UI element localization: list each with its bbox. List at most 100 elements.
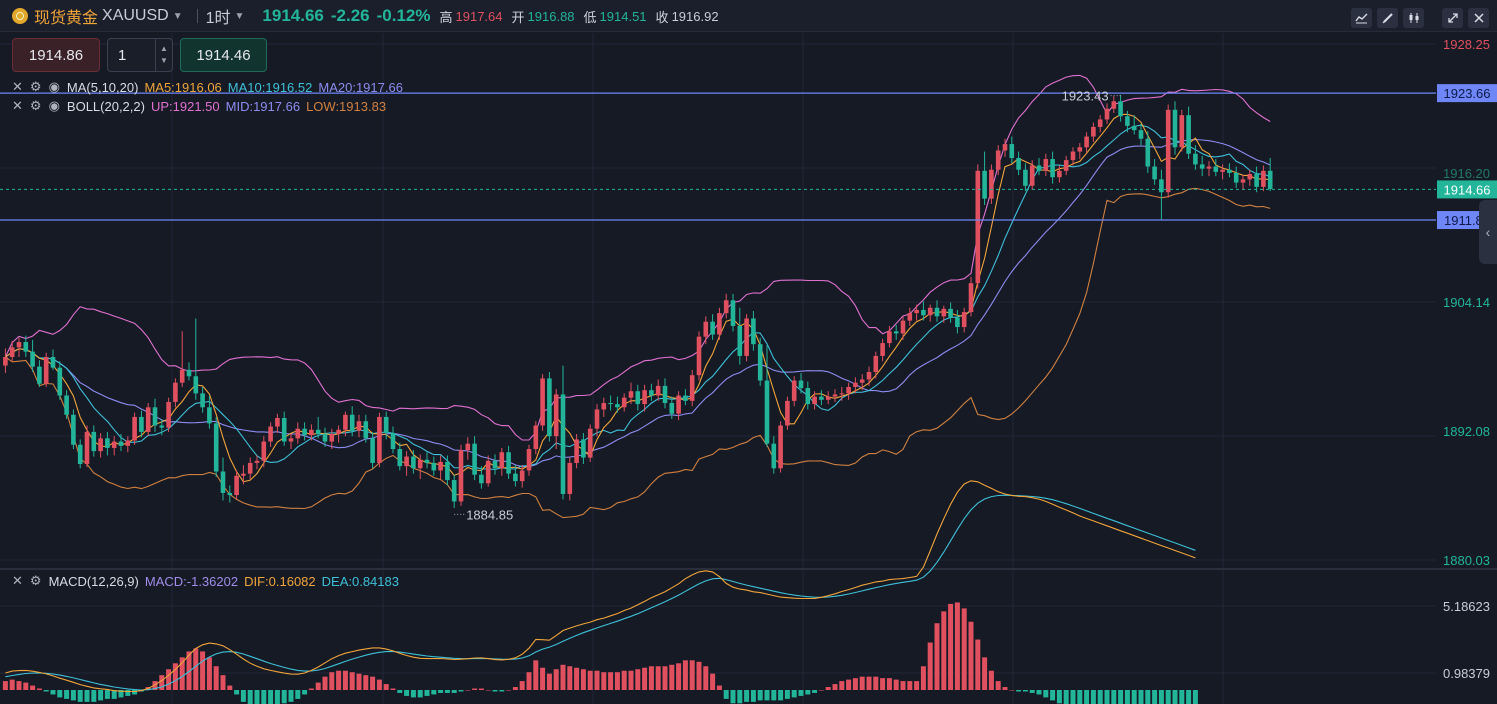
candle [173,378,178,408]
timeframe-select[interactable]: 1时 [205,10,231,27]
candle [356,414,362,438]
collapse-panel-icon[interactable]: ‹ [1479,200,1497,264]
price-change-percent: -0.12% [376,6,431,25]
candle [642,384,647,412]
macd-bar [927,642,933,690]
macd-bar [1022,690,1028,692]
candle-body [825,396,831,400]
candle [411,450,416,474]
macd-bar [859,676,865,690]
candles [3,94,1273,508]
candle [1213,159,1219,177]
macd-bar [1124,690,1130,704]
close-label: 收 [655,9,669,25]
macd-bar [118,690,124,698]
y-axis-tick: 1928.25 [1443,37,1490,52]
candle [649,383,654,401]
candle [3,348,8,374]
candle-body [832,394,838,397]
candle-body [1186,115,1191,154]
close-icon[interactable] [1468,8,1489,28]
timeframe-dropdown-icon[interactable]: ▼ [234,10,245,22]
macd-bar [213,666,219,690]
boll-upper-line [4,74,1271,441]
macd-bar [1002,687,1008,690]
ma10-line [5,124,1271,471]
candle [900,316,906,340]
remove-indicator-icon[interactable]: ✕ [12,98,23,113]
macd-bar [642,667,648,690]
remove-indicator-icon[interactable]: ✕ [12,573,23,588]
toolbar [1351,8,1489,28]
macd-bar [791,690,797,698]
macd-bar [465,690,471,691]
candle-body [621,397,627,408]
candle-body [526,449,532,471]
candle [839,386,845,401]
candle-body [1050,159,1055,178]
candle-body [1077,147,1083,152]
sell-price-button[interactable]: 1914.86 [12,38,100,72]
candle [118,434,124,452]
candle [336,425,341,443]
macd-bar [376,679,382,690]
candle [785,396,790,430]
candle-body [1233,172,1239,183]
line-chart-icon[interactable] [1351,8,1372,28]
candle [247,457,253,479]
candle-body [50,357,56,368]
candle [349,406,355,437]
candle [288,434,294,450]
macd-bar [84,690,90,702]
visibility-eye-icon[interactable]: ◉ [48,98,60,113]
candle-body [1002,144,1008,151]
instrument-name[interactable]: 现货黄金 [34,10,99,27]
macd-bar [594,670,600,690]
macd-bar [1090,690,1096,704]
candle [1267,157,1273,192]
macd-bar [798,690,804,696]
candle [458,444,464,506]
quantity-stepper[interactable]: ▲ ▼ [155,39,172,71]
candle-body [751,318,756,345]
candle-body [302,428,307,436]
expand-icon[interactable] [1442,8,1463,28]
candle [1057,165,1062,183]
candle [764,345,770,447]
visibility-eye-icon[interactable]: ◉ [48,79,60,94]
macd-bar [608,672,614,690]
symbol-dropdown-icon[interactable]: ▼ [172,10,183,22]
macd-bar [1192,690,1198,704]
candle [526,444,532,476]
instrument-symbol[interactable]: XAUUSD [102,7,169,24]
settings-icon[interactable]: ⚙ [29,573,42,588]
candle-body [995,150,1001,170]
stepper-up-icon[interactable]: ▲ [160,44,168,53]
remove-indicator-icon[interactable]: ✕ [12,79,23,94]
candle-body [166,401,171,428]
candle [975,164,981,289]
pen-icon[interactable] [1377,8,1398,28]
settings-icon[interactable]: ⚙ [29,79,42,94]
quantity-input[interactable]: 1 ▲ ▼ [107,38,173,72]
candles-icon[interactable] [1403,8,1424,28]
candle [445,455,450,486]
stepper-down-icon[interactable]: ▼ [160,56,168,65]
macd-bar [57,690,63,698]
candle-body [281,417,287,442]
candle-body [1118,101,1123,117]
candle [43,352,49,387]
candle-body [839,393,845,395]
boll-up-value: UP:1921.50 [150,98,220,114]
macd-bar [567,666,573,690]
candle [853,377,858,394]
candle-body [1029,165,1035,186]
candle [907,307,913,326]
settings-icon[interactable]: ⚙ [29,98,42,113]
quantity-value[interactable]: 1 [118,46,127,64]
candle [941,305,947,323]
candle-body [193,376,199,394]
candle-body [1070,151,1076,161]
buy-price-button[interactable]: 1914.46 [180,38,267,72]
